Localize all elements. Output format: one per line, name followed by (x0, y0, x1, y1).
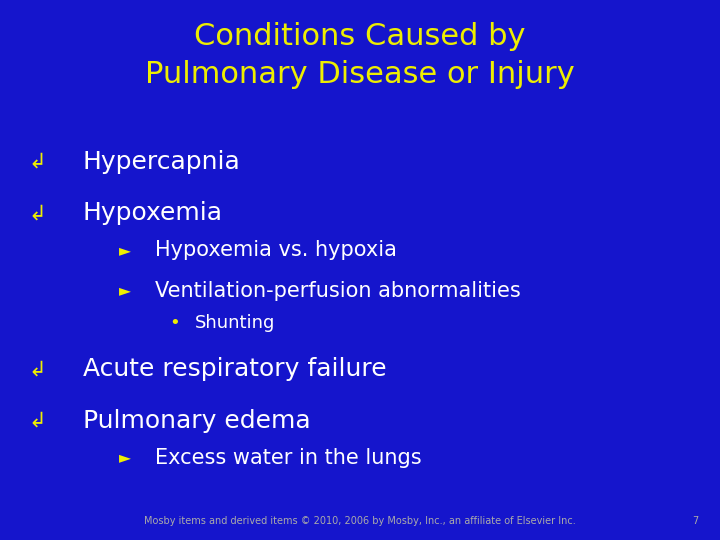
Text: Hypercapnia: Hypercapnia (83, 150, 240, 174)
Text: ↲: ↲ (29, 359, 47, 379)
Text: Acute respiratory failure: Acute respiratory failure (83, 357, 387, 381)
Text: ►: ► (119, 243, 131, 258)
Text: 7: 7 (692, 516, 698, 526)
Text: Excess water in the lungs: Excess water in the lungs (155, 448, 421, 468)
Text: ↲: ↲ (29, 410, 47, 430)
Text: Hypoxemia: Hypoxemia (83, 201, 222, 225)
Text: Mosby items and derived items © 2010, 2006 by Mosby, Inc., an affiliate of Elsev: Mosby items and derived items © 2010, 20… (144, 516, 576, 526)
Text: ►: ► (119, 450, 131, 465)
Text: •: • (169, 314, 180, 332)
Text: Ventilation-perfusion abnormalities: Ventilation-perfusion abnormalities (155, 281, 521, 301)
Text: ►: ► (119, 284, 131, 298)
Text: Hypoxemia vs. hypoxia: Hypoxemia vs. hypoxia (155, 240, 397, 260)
Text: Shunting: Shunting (194, 314, 275, 332)
Text: Conditions Caused by
Pulmonary Disease or Injury: Conditions Caused by Pulmonary Disease o… (145, 22, 575, 89)
Text: ↲: ↲ (29, 203, 47, 224)
Text: ↲: ↲ (29, 152, 47, 172)
Text: Pulmonary edema: Pulmonary edema (83, 409, 310, 433)
